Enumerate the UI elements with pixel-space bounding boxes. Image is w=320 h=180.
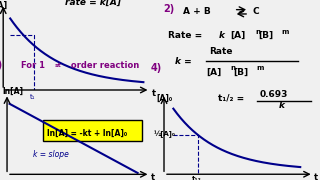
Text: m: m [257, 65, 264, 71]
Text: ln[A] = -kt + ln[A]₀: ln[A] = -kt + ln[A]₀ [47, 129, 127, 138]
Text: 2): 2) [163, 4, 174, 14]
Text: Rate =: Rate = [168, 31, 205, 40]
Text: t: t [150, 173, 155, 180]
Text: [A]: [A] [231, 31, 246, 40]
Text: t₁/₂ =: t₁/₂ = [218, 93, 244, 102]
Text: ½[A]₀: ½[A]₀ [153, 130, 175, 138]
Text: k: k [278, 101, 284, 110]
Text: [B]: [B] [234, 68, 249, 76]
Text: st: st [55, 63, 61, 68]
Text: 0.693: 0.693 [260, 90, 288, 99]
Text: order reaction: order reaction [68, 61, 139, 70]
Text: t₁: t₁ [30, 94, 36, 100]
Text: n: n [255, 29, 260, 35]
Text: [A]: [A] [206, 68, 221, 76]
Text: k = slope: k = slope [33, 150, 68, 159]
Text: [A]₀: [A]₀ [156, 94, 172, 103]
Text: n: n [231, 65, 236, 71]
Text: [B]: [B] [258, 31, 273, 40]
Text: t: t [314, 173, 318, 180]
Text: Rate: Rate [209, 47, 233, 56]
Text: [A]: [A] [0, 1, 8, 10]
Text: 3): 3) [0, 60, 3, 70]
Text: A + B: A + B [183, 7, 214, 16]
Text: C: C [252, 7, 259, 16]
Text: k: k [218, 31, 224, 40]
Text: t₁₂: t₁₂ [192, 176, 202, 180]
Text: ln[A]: ln[A] [2, 86, 23, 95]
FancyBboxPatch shape [43, 120, 141, 141]
Text: 4): 4) [151, 63, 162, 73]
Text: m: m [281, 29, 289, 35]
Text: rate = k[A]: rate = k[A] [65, 0, 121, 7]
Text: k =: k = [175, 57, 192, 66]
Text: t: t [152, 89, 156, 98]
Text: For 1: For 1 [21, 61, 45, 70]
